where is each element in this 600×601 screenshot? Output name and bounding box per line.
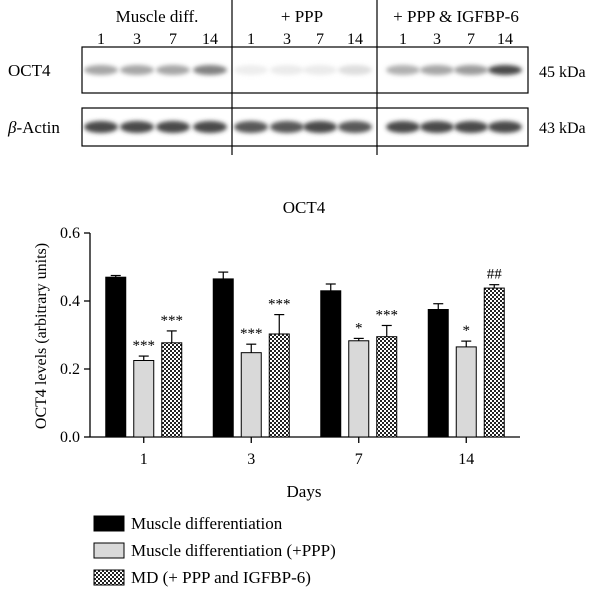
actin-row-label: β-Actin	[7, 118, 60, 137]
blot-day-label: 3	[133, 31, 141, 48]
blot-band	[454, 65, 488, 75]
significance-label: *	[463, 323, 471, 339]
blot-day-label: 7	[169, 31, 177, 48]
blot-band	[488, 121, 522, 133]
blot-band	[84, 65, 118, 75]
legend: Muscle differentiation Muscle differentia…	[93, 514, 336, 587]
blot-band	[420, 121, 454, 133]
bar	[483, 287, 505, 438]
y-tick-label: 0.4	[60, 293, 80, 310]
x-axis: 1 3 7 14	[90, 436, 520, 468]
blot-band	[156, 121, 190, 133]
legend-label: MD (+ PPP and IGFBP-6)	[131, 568, 311, 587]
bar	[376, 336, 398, 438]
bar	[240, 352, 262, 438]
blot-band	[270, 121, 304, 133]
oct4-size-label: 45 kDa	[539, 64, 586, 81]
y-tick-label: 0.6	[60, 225, 80, 242]
bar	[427, 309, 449, 438]
blot-band	[120, 121, 154, 133]
blot-band	[338, 65, 372, 75]
actin-label-text: -Actin	[16, 118, 60, 137]
x-tick-label: 1	[140, 451, 148, 468]
legend-label: Muscle differentiation	[131, 514, 283, 533]
y-axis: 0.0 0.2 0.4 0.6	[60, 225, 91, 446]
legend-swatch	[93, 569, 125, 586]
actin-beta-symbol: β	[7, 118, 17, 137]
significance-label: ***	[161, 313, 184, 329]
bars: *****************##	[105, 267, 505, 438]
bar	[320, 290, 342, 438]
blot-group-label-muscle-diff: Muscle diff.	[116, 7, 199, 26]
blot-day-label: 1	[399, 31, 407, 48]
blot-day-label: 14	[347, 31, 363, 48]
blot-band	[303, 65, 337, 75]
blot-band	[454, 121, 488, 133]
western-blot: Muscle diff. + PPP + PPP & IGFBP-6 1 3 7 14…	[7, 0, 586, 155]
bar	[133, 360, 155, 438]
blot-day-label: 1	[97, 31, 105, 48]
bar	[455, 346, 477, 438]
x-tick-label: 3	[247, 451, 255, 468]
blot-band	[488, 65, 522, 75]
blot-bands	[84, 65, 522, 133]
y-tick-label: 0.2	[60, 361, 80, 378]
blot-day-label: 14	[497, 31, 513, 48]
significance-label: ***	[133, 338, 156, 354]
blot-group-label-ppp-igfbp6: + PPP & IGFBP-6	[393, 7, 519, 26]
bar	[268, 333, 290, 438]
legend-swatch	[93, 542, 125, 559]
chart-title: OCT4	[283, 198, 326, 217]
blot-band	[234, 65, 268, 75]
blot-band	[338, 121, 372, 133]
bar	[348, 340, 370, 438]
blot-band	[386, 121, 420, 133]
blot-group-label-ppp: + PPP	[281, 7, 323, 26]
blot-band	[193, 65, 227, 75]
blot-band	[120, 65, 154, 75]
legend-swatch	[93, 515, 125, 532]
significance-label: ***	[240, 326, 263, 342]
blot-band	[234, 121, 268, 133]
bar	[212, 278, 234, 438]
x-tick-label: 7	[355, 451, 363, 468]
blot-day-label: 1	[247, 31, 255, 48]
blot-day-label: 7	[467, 31, 475, 48]
legend-label: Muscle differentiation (+PPP)	[131, 541, 336, 560]
blot-band	[303, 121, 337, 133]
x-tick-label: 14	[458, 451, 474, 468]
blot-band	[193, 121, 227, 133]
y-axis-label: OCT4 levels (arbitrary units)	[33, 243, 50, 429]
bar	[105, 276, 127, 438]
significance-label: ***	[376, 307, 399, 323]
blot-band	[270, 65, 304, 75]
blot-band	[420, 65, 454, 75]
significance-label: *	[355, 320, 363, 336]
blot-band	[156, 65, 190, 75]
blot-band	[386, 65, 420, 75]
blot-day-label: 3	[433, 31, 441, 48]
y-tick-label: 0.0	[60, 429, 80, 446]
significance-label: ***	[268, 297, 291, 313]
oct4-row-label: OCT4	[8, 61, 51, 80]
blot-day-labels: 1 3 7 14 1 3 7 14 1 3 7 14	[97, 31, 513, 48]
blot-day-label: 3	[283, 31, 291, 48]
bar	[161, 342, 183, 438]
blot-day-label: 7	[316, 31, 324, 48]
bar-chart: OCT4 OCT4 levels (arbitrary units) 0.00.…	[33, 198, 520, 501]
blot-day-label: 14	[202, 31, 218, 48]
blot-band	[84, 121, 118, 133]
actin-size-label: 43 kDa	[539, 120, 586, 137]
x-axis-label: Days	[287, 482, 322, 501]
significance-label: ##	[487, 267, 503, 283]
